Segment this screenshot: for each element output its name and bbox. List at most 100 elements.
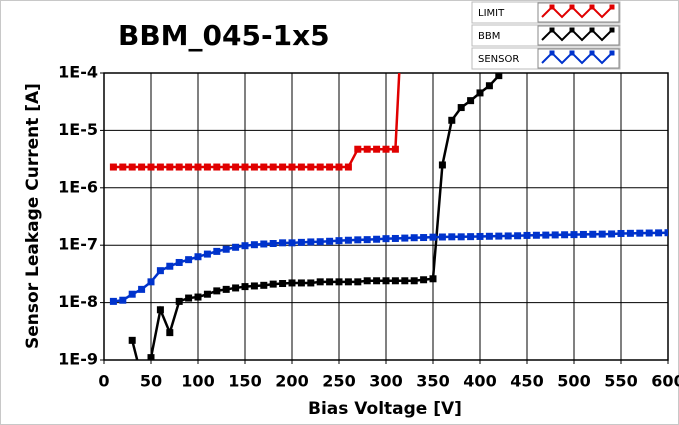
data-point <box>250 282 258 290</box>
y-tick-label: 1E-4 <box>58 63 98 82</box>
y-tick-label: 1E-8 <box>58 292 98 311</box>
data-point <box>203 290 211 298</box>
data-point <box>626 229 634 237</box>
data-point <box>335 163 343 171</box>
data-point <box>551 231 559 239</box>
data-point <box>147 163 155 171</box>
legend-marker <box>609 4 615 10</box>
legend: LIMIT BBM SENSOR <box>471 1 621 70</box>
data-point <box>382 145 390 153</box>
data-point <box>269 240 277 248</box>
x-tick-label: 200 <box>275 372 308 391</box>
legend-marker <box>609 27 615 33</box>
data-point <box>448 116 456 124</box>
x-tick-label: 400 <box>463 372 496 391</box>
legend-marker <box>569 27 575 33</box>
data-point <box>175 297 183 305</box>
data-point <box>570 231 578 239</box>
data-point <box>250 163 258 171</box>
data-point <box>561 231 569 239</box>
data-point <box>542 231 550 239</box>
data-point <box>410 234 418 242</box>
data-point <box>438 161 446 169</box>
x-tick-label: 600 <box>651 372 679 391</box>
data-point <box>344 163 352 171</box>
y-tick-label: 1E-5 <box>58 120 98 139</box>
legend-marker <box>569 50 575 56</box>
data-point <box>269 163 277 171</box>
data-point <box>344 236 352 244</box>
data-point <box>467 97 475 105</box>
x-tick-label: 100 <box>181 372 214 391</box>
data-point <box>166 163 174 171</box>
data-point <box>598 230 606 238</box>
data-point <box>617 229 625 237</box>
data-point <box>467 233 475 241</box>
data-point <box>138 163 146 171</box>
data-point <box>335 237 343 245</box>
legend-marker <box>589 50 595 56</box>
data-point <box>326 163 334 171</box>
data-point <box>185 256 193 264</box>
data-point <box>645 229 653 237</box>
series-layer <box>109 73 668 360</box>
plot-border <box>103 72 669 361</box>
legend-marker <box>589 4 595 10</box>
x-tick-label: 250 <box>322 372 355 391</box>
data-point <box>203 163 211 171</box>
legend-label: LIMIT <box>478 8 505 19</box>
data-point <box>655 229 663 237</box>
data-point <box>579 230 587 238</box>
data-point <box>175 258 183 266</box>
data-point <box>279 239 287 247</box>
data-point <box>288 239 296 247</box>
data-point <box>232 284 240 292</box>
data-point <box>608 230 616 238</box>
x-tick-label: 450 <box>510 372 543 391</box>
data-point <box>222 163 230 171</box>
data-point <box>241 283 249 291</box>
data-point <box>166 329 174 337</box>
data-point <box>495 232 503 240</box>
data-point <box>382 277 390 285</box>
data-point <box>119 296 127 304</box>
data-point <box>354 145 362 153</box>
data-point <box>297 238 305 246</box>
data-point <box>109 163 117 171</box>
legend-marker <box>569 4 575 10</box>
data-point <box>476 232 484 240</box>
x-tick-label: 500 <box>557 372 590 391</box>
data-point <box>297 279 305 287</box>
data-point <box>326 237 334 245</box>
data-point <box>128 336 136 344</box>
data-point <box>260 240 268 248</box>
data-point <box>316 238 324 246</box>
data-point <box>297 163 305 171</box>
data-point <box>485 82 493 90</box>
data-point <box>119 163 127 171</box>
data-point <box>279 163 287 171</box>
x-tick-label: 350 <box>416 372 449 391</box>
data-point <box>495 73 503 80</box>
data-point <box>589 230 597 238</box>
series-line <box>130 74 500 360</box>
data-point <box>485 232 493 240</box>
legend-label: SENSOR <box>478 54 519 65</box>
data-point <box>147 278 155 286</box>
data-point <box>664 229 668 237</box>
legend-marker <box>549 50 555 56</box>
data-point <box>335 278 343 286</box>
data-point <box>373 235 381 243</box>
x-tick-label: 150 <box>228 372 261 391</box>
data-point <box>476 89 484 97</box>
legend-marker <box>609 50 615 56</box>
data-point <box>457 233 465 241</box>
data-point <box>316 278 324 286</box>
data-point <box>232 163 240 171</box>
data-point <box>213 163 221 171</box>
x-tick-label: 50 <box>140 372 162 391</box>
data-point <box>138 285 146 293</box>
data-point <box>420 276 428 284</box>
data-point <box>213 287 221 295</box>
x-tick-label: 300 <box>369 372 402 391</box>
